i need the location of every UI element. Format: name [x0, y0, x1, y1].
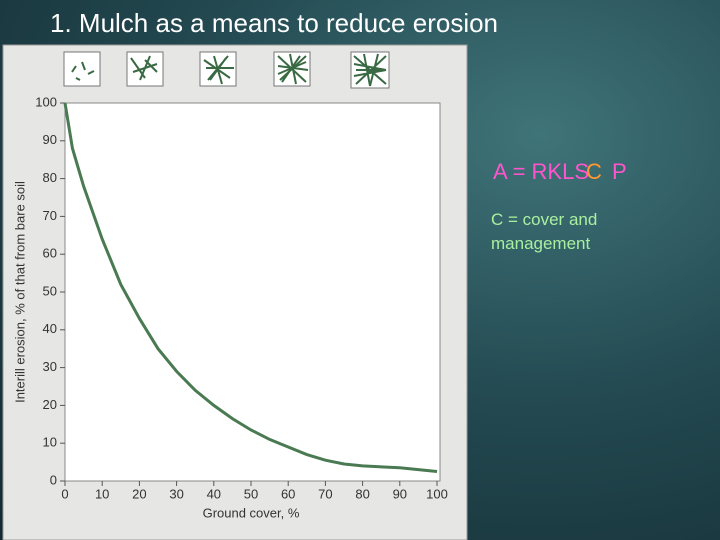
y-tick-label: 90 [43, 132, 57, 147]
y-tick-label: 40 [43, 321, 57, 336]
x-axis-label: Ground cover, % [203, 505, 300, 520]
y-tick-label: 100 [35, 94, 57, 109]
note: C = cover and management [491, 210, 598, 253]
equation-part: P [612, 159, 627, 184]
y-axis-label: Interill erosion, % of that from bare so… [12, 181, 27, 403]
x-tick-label: 20 [132, 486, 146, 501]
x-tick-label: 40 [207, 486, 221, 501]
x-tick-label: 50 [244, 486, 258, 501]
y-tick-label: 50 [43, 283, 57, 298]
y-tick-label: 60 [43, 246, 57, 261]
data-line [63, 102, 438, 474]
y-tick-label: 10 [43, 435, 57, 450]
x-tick-label: 30 [169, 486, 183, 501]
x-tick-label: 70 [318, 486, 332, 501]
equation-part: A = RKLS [493, 159, 589, 184]
x-tick-label: 60 [281, 486, 295, 501]
y-tick-label: 0 [50, 472, 57, 487]
x-tick-label: 100 [426, 486, 448, 501]
x-tick-label: 90 [393, 486, 407, 501]
y-tick-label: 70 [43, 208, 57, 223]
equation-part: C [586, 159, 602, 184]
y-tick-label: 30 [43, 359, 57, 374]
plot-area [64, 102, 441, 482]
y-tick-label: 80 [43, 170, 57, 185]
x-tick-label: 80 [355, 486, 369, 501]
icons [63, 51, 390, 89]
x-tick-label: 0 [61, 486, 68, 501]
y-tick-label: 20 [43, 397, 57, 412]
x-tick-label: 10 [95, 486, 109, 501]
slide-title: 1. Mulch as a means to reduce erosion [50, 8, 498, 38]
